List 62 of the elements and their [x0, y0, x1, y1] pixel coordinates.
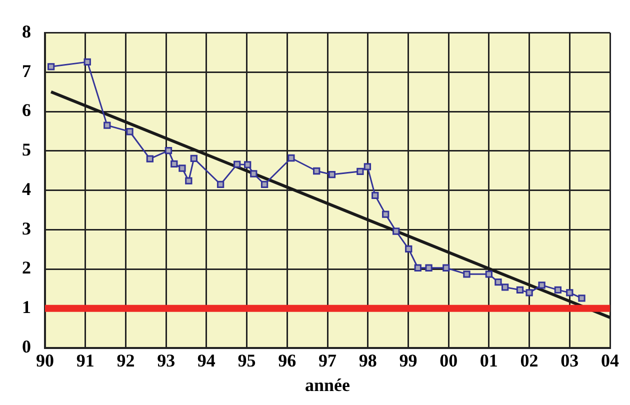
- x-tick-label: 97: [318, 350, 336, 370]
- x-tick-label: 98: [358, 350, 377, 370]
- point: [538, 282, 546, 289]
- x-tick-label: 95: [238, 350, 256, 370]
- point: [260, 180, 268, 188]
- point: [364, 163, 372, 170]
- point: [185, 177, 192, 184]
- x-tick-label: 91: [76, 350, 94, 370]
- point: [104, 122, 111, 129]
- point: [164, 146, 172, 154]
- point: [372, 192, 379, 199]
- point: [328, 170, 336, 178]
- y-tick-label: 0: [22, 336, 31, 356]
- point: [566, 289, 574, 296]
- x-tick-label: 94: [197, 350, 216, 370]
- x-tick-label: 96: [278, 350, 296, 370]
- point: [178, 164, 186, 172]
- x-tick-label: 04: [601, 350, 619, 370]
- point: [216, 180, 224, 188]
- point: [84, 58, 91, 66]
- point: [414, 264, 422, 272]
- point: [356, 168, 364, 175]
- point: [382, 210, 390, 218]
- x-axis-title: année: [305, 374, 350, 395]
- x-tick-label: 90: [36, 350, 54, 370]
- y-tick-label: 8: [22, 21, 31, 42]
- point: [485, 270, 493, 278]
- point: [170, 160, 178, 168]
- x-tick-label: 00: [440, 350, 458, 370]
- point: [47, 63, 55, 70]
- point: [250, 170, 258, 178]
- point: [578, 294, 586, 302]
- y-tick-label: 5: [22, 140, 31, 160]
- y-tick-label: 2: [22, 258, 31, 278]
- point: [190, 154, 198, 162]
- point: [244, 161, 252, 168]
- y-tick-label: 4: [22, 178, 31, 199]
- point: [405, 245, 412, 253]
- point: [501, 284, 509, 291]
- point: [554, 286, 562, 294]
- point: [146, 155, 154, 162]
- point: [463, 270, 470, 278]
- x-tick-label: 99: [399, 350, 418, 370]
- y-tick-label: 7: [22, 60, 31, 81]
- x-tick-label: 02: [520, 350, 538, 370]
- x-tick-label: 03: [560, 350, 579, 370]
- point: [392, 228, 400, 235]
- point: [313, 167, 320, 175]
- y-tick-label: 3: [22, 218, 31, 238]
- x-tick-label: 93: [157, 350, 176, 370]
- point: [442, 264, 450, 272]
- x-tick-label: 01: [480, 350, 498, 370]
- point: [234, 160, 241, 168]
- point: [126, 128, 134, 136]
- y-tick-label: 1: [22, 297, 31, 318]
- point: [516, 286, 524, 294]
- y-tick-label: 6: [22, 100, 31, 120]
- x-tick-label: 92: [116, 350, 135, 370]
- point: [526, 289, 533, 296]
- point: [425, 264, 432, 272]
- point: [288, 154, 295, 162]
- point: [494, 278, 502, 286]
